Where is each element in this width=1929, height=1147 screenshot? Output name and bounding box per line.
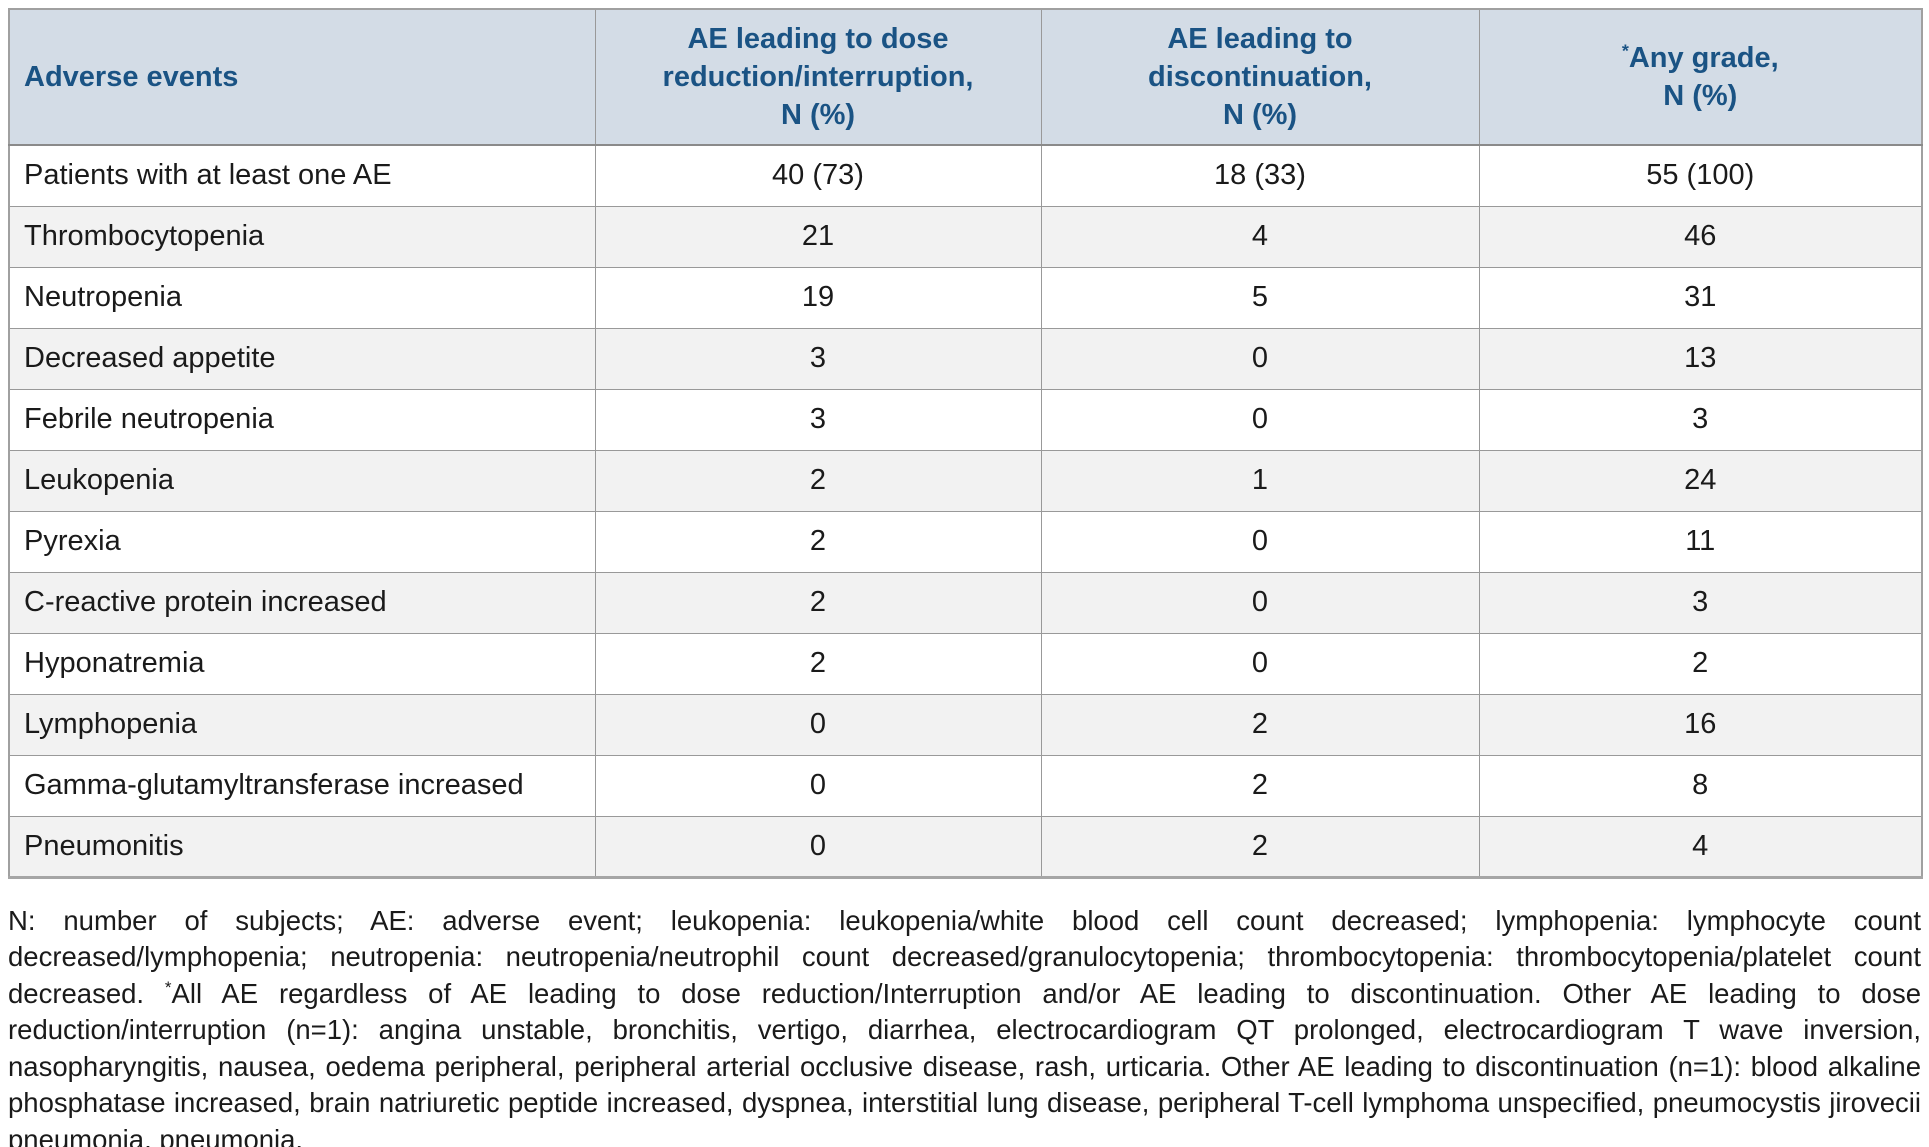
- column-header-any-grade-unit: N (%): [1663, 80, 1738, 112]
- asterisk-marker: *: [1621, 40, 1629, 61]
- footnote-asterisk-marker: *: [164, 977, 172, 997]
- discontinuation-value: 1: [1040, 449, 1480, 512]
- dose-reduction-value: 2: [594, 449, 1042, 512]
- table-body: Patients with at least one AE 40 (73) 18…: [8, 144, 1923, 879]
- adverse-event-name: C-reactive protein increased: [8, 571, 596, 634]
- discontinuation-value: 2: [1040, 693, 1480, 756]
- column-header-discontinuation-unit: N (%): [1222, 99, 1298, 131]
- dose-reduction-value: 2: [594, 571, 1042, 634]
- any-grade-value: 16: [1478, 693, 1923, 756]
- adverse-event-name: Decreased appetite: [8, 327, 596, 390]
- footnote-abbreviations: N: number of subjects; AE: adverse event…: [8, 904, 1921, 1009]
- table-row: Gamma-glutamyltransferase increased 0 2 …: [8, 754, 1923, 817]
- table-row: Decreased appetite 3 0 13: [8, 327, 1923, 390]
- adverse-event-name: Thrombocytopenia: [8, 205, 596, 268]
- dose-reduction-value: 19: [594, 266, 1042, 329]
- table-footnote: N: number of subjects; AE: adverse event…: [8, 903, 1921, 1147]
- adverse-events-table: Adverse events AE leading to dose reduct…: [8, 8, 1923, 879]
- any-grade-value: 13: [1478, 327, 1923, 390]
- footnote-details: All AE regardless of AE leading to dose …: [8, 977, 1921, 1147]
- any-grade-value: 2: [1478, 632, 1923, 695]
- column-header-dose-reduction-title: AE leading to dose reduction/interruptio…: [662, 23, 974, 93]
- adverse-event-name: Leukopenia: [8, 449, 596, 512]
- dose-reduction-value: 40 (73): [594, 144, 1042, 207]
- dose-reduction-value: 2: [594, 510, 1042, 573]
- column-header-discontinuation: AE leading to discontinuation, N (%): [1040, 8, 1480, 146]
- table-header: Adverse events AE leading to dose reduct…: [8, 8, 1923, 146]
- discontinuation-value: 2: [1040, 754, 1480, 817]
- dose-reduction-value: 2: [594, 632, 1042, 695]
- table-row: Leukopenia 2 1 24: [8, 449, 1923, 512]
- column-header-discontinuation-title: AE leading to discontinuation,: [1148, 23, 1372, 93]
- column-header-any-grade: *Any grade, N (%): [1478, 8, 1923, 146]
- table-row: Pneumonitis 0 2 4: [8, 815, 1923, 879]
- discontinuation-value: 4: [1040, 205, 1480, 268]
- any-grade-value: 4: [1478, 815, 1923, 879]
- table-row: Thrombocytopenia 21 4 46: [8, 205, 1923, 268]
- any-grade-value: 55 (100): [1478, 144, 1923, 207]
- adverse-event-name: Patients with at least one AE: [8, 144, 596, 207]
- dose-reduction-value: 0: [594, 754, 1042, 817]
- adverse-event-name: Pyrexia: [8, 510, 596, 573]
- discontinuation-value: 0: [1040, 632, 1480, 695]
- column-header-any-grade-title: Any grade,: [1628, 42, 1779, 74]
- table-row: Patients with at least one AE 40 (73) 18…: [8, 144, 1923, 207]
- dose-reduction-value: 0: [594, 815, 1042, 879]
- any-grade-value: 46: [1478, 205, 1923, 268]
- column-header-dose-reduction: AE leading to dose reduction/interruptio…: [594, 8, 1042, 146]
- adverse-event-name: Pneumonitis: [8, 815, 596, 879]
- table-row: Lymphopenia 0 2 16: [8, 693, 1923, 756]
- discontinuation-value: 18 (33): [1040, 144, 1480, 207]
- column-header-adverse-events: Adverse events: [8, 8, 596, 146]
- any-grade-value: 24: [1478, 449, 1923, 512]
- adverse-event-name: Febrile neutropenia: [8, 388, 596, 451]
- discontinuation-value: 5: [1040, 266, 1480, 329]
- dose-reduction-value: 3: [594, 388, 1042, 451]
- discontinuation-value: 0: [1040, 571, 1480, 634]
- table-row: Pyrexia 2 0 11: [8, 510, 1923, 573]
- discontinuation-value: 0: [1040, 327, 1480, 390]
- discontinuation-value: 0: [1040, 388, 1480, 451]
- dose-reduction-value: 0: [594, 693, 1042, 756]
- any-grade-value: 8: [1478, 754, 1923, 817]
- adverse-event-name: Hyponatremia: [8, 632, 596, 695]
- table-row: Hyponatremia 2 0 2: [8, 632, 1923, 695]
- adverse-event-name: Neutropenia: [8, 266, 596, 329]
- any-grade-value: 11: [1478, 510, 1923, 573]
- table-row: Febrile neutropenia 3 0 3: [8, 388, 1923, 451]
- column-header-dose-reduction-unit: N (%): [780, 99, 856, 131]
- discontinuation-value: 2: [1040, 815, 1480, 879]
- any-grade-header-line: *Any grade,: [1621, 40, 1779, 74]
- header-row: Adverse events AE leading to dose reduct…: [8, 8, 1923, 146]
- dose-reduction-value: 3: [594, 327, 1042, 390]
- any-grade-value: 31: [1478, 266, 1923, 329]
- table-row: C-reactive protein increased 2 0 3: [8, 571, 1923, 634]
- adverse-event-name: Gamma-glutamyltransferase increased: [8, 754, 596, 817]
- adverse-event-name: Lymphopenia: [8, 693, 596, 756]
- dose-reduction-value: 21: [594, 205, 1042, 268]
- any-grade-value: 3: [1478, 571, 1923, 634]
- any-grade-value: 3: [1478, 388, 1923, 451]
- discontinuation-value: 0: [1040, 510, 1480, 573]
- table-row: Neutropenia 19 5 31: [8, 266, 1923, 329]
